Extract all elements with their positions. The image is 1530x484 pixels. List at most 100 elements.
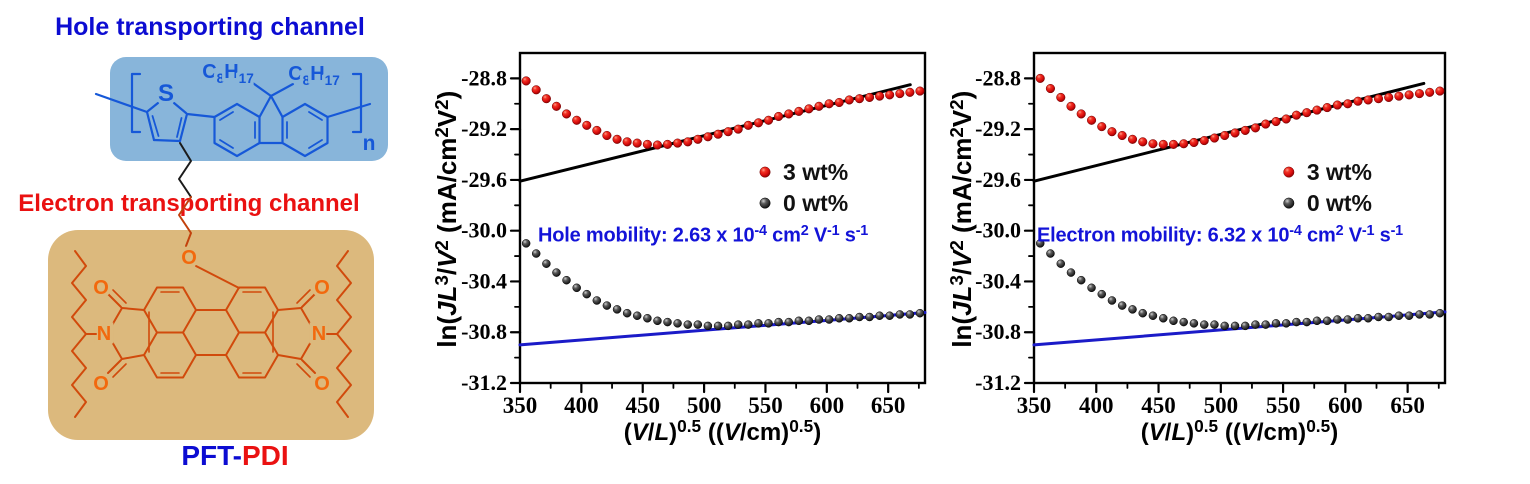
data-point [764, 319, 773, 328]
hole-chart-x-axis-label: (V/L)0.5 ((V/cm)0.5) [520, 416, 925, 447]
text-segment: 2 [945, 127, 967, 138]
text-segment: / [432, 267, 463, 276]
data-point [1220, 130, 1230, 141]
data-point [703, 321, 713, 331]
double-bond [112, 363, 127, 378]
hole-unit-box [110, 57, 388, 161]
octyl-right-label: C8H17 [288, 63, 340, 88]
data-point [652, 140, 663, 150]
right-bracket [351, 72, 363, 134]
data-point [1138, 308, 1147, 318]
data-point [1209, 133, 1220, 143]
text-segment: 3 [430, 275, 452, 286]
x-tick-label: 500 [687, 393, 722, 418]
data-point [1230, 321, 1240, 331]
data-point [1291, 110, 1301, 120]
text-segment: ) [947, 90, 978, 100]
data-point [1373, 94, 1384, 104]
bond [107, 359, 122, 374]
y-tick-label: -31.2 [461, 370, 507, 395]
data-point [592, 125, 602, 135]
text-segment: JL [947, 285, 978, 316]
linker-chain-orange [178, 196, 192, 247]
data-point [1035, 73, 1045, 83]
data-point [1189, 137, 1199, 148]
data-point [1363, 314, 1373, 323]
data-point [1353, 96, 1363, 106]
data-point [1404, 311, 1414, 320]
data-point [834, 314, 844, 323]
data-point [744, 320, 753, 329]
text-segment: 0.5 [789, 416, 814, 436]
text-segment: 2 [945, 99, 967, 110]
text-segment: / [947, 267, 978, 276]
data-point [703, 132, 713, 142]
text-segment: -1 [1361, 223, 1375, 239]
data-point [733, 320, 743, 329]
bond [248, 79, 273, 98]
data-point [662, 139, 673, 149]
nitrogen-atom-label: N [312, 323, 326, 345]
hole-mobility-annotation: Hole mobility: 2.63 x 10-4 cm2 V-1 s-1 [538, 223, 868, 247]
bond [258, 94, 273, 119]
data-point [1066, 268, 1076, 277]
text-segment: (( [1218, 418, 1241, 446]
data-point [693, 320, 703, 329]
x-tick-label: 450 [1141, 393, 1176, 418]
bond [121, 354, 145, 360]
text-segment: -1 [827, 223, 840, 239]
data-point [683, 320, 693, 329]
alkyl-chain [71, 250, 87, 335]
text-segment: ( [623, 418, 632, 446]
y-tick-label: -29.6 [975, 167, 1021, 192]
data-point [1158, 139, 1168, 149]
text-segment: cm [1301, 224, 1336, 247]
data-point [1117, 130, 1127, 141]
double-bond [151, 115, 160, 137]
data-point [864, 92, 875, 102]
text-segment: / [1164, 418, 1172, 446]
data-point [1087, 283, 1096, 293]
text-segment: 0.5 [677, 416, 702, 436]
double-bond [219, 111, 234, 121]
data-point [753, 118, 764, 128]
y-tick-label: -30.8 [461, 319, 507, 344]
oxygen-atom-label: O [314, 373, 330, 395]
oxygen-atom-label: O [93, 277, 109, 299]
data-point [582, 120, 592, 130]
repeat-index-label: n [363, 132, 376, 155]
chart-panel-hole: 350 400 450 500 550 600 650 -28.8 -29.2 -29.6 -30.… [425, 0, 960, 484]
oxygen-atom-label: O [181, 247, 197, 269]
chart-panel-electron: 350 400 450 500 550 600 650 -28.8 -29.2 -29.6 -30.… [940, 0, 1530, 484]
data-point [713, 321, 723, 331]
data-point [1415, 310, 1424, 319]
data-point [885, 311, 894, 320]
hole-chart-plot: 350 400 450 500 550 600 650 -28.8 -29.2 -29.6 -30.… [461, 51, 927, 418]
text-segment: -1 [1390, 223, 1404, 239]
data-point [1312, 105, 1322, 115]
data-point [1076, 109, 1086, 119]
text-segment: V [1343, 224, 1362, 247]
data-point [1066, 101, 1076, 111]
legend-label: 3 wt% [783, 159, 848, 185]
data-point [854, 94, 865, 104]
data-point [1333, 315, 1342, 324]
series-red [1035, 73, 1445, 149]
data-point [1240, 321, 1250, 331]
series-black [521, 239, 925, 331]
data-point [774, 111, 784, 122]
text-segment: 2 [1335, 223, 1344, 239]
x-tick-label: 400 [564, 393, 599, 418]
y-tick-label: -28.8 [461, 65, 507, 90]
octyl-left-label: C8H17 [202, 61, 254, 86]
data-point [592, 296, 602, 305]
data-point [1148, 311, 1158, 320]
text-segment: ln( [432, 315, 463, 348]
text-segment: ) [432, 90, 463, 100]
x-tick-label: 350 [1017, 393, 1052, 418]
alkyl-chain [336, 250, 352, 335]
data-point [562, 275, 571, 285]
molecule-structures-svg: S C8H17 C8H17 n O O O N O O N [48, 57, 388, 440]
text-segment: V [432, 109, 463, 128]
